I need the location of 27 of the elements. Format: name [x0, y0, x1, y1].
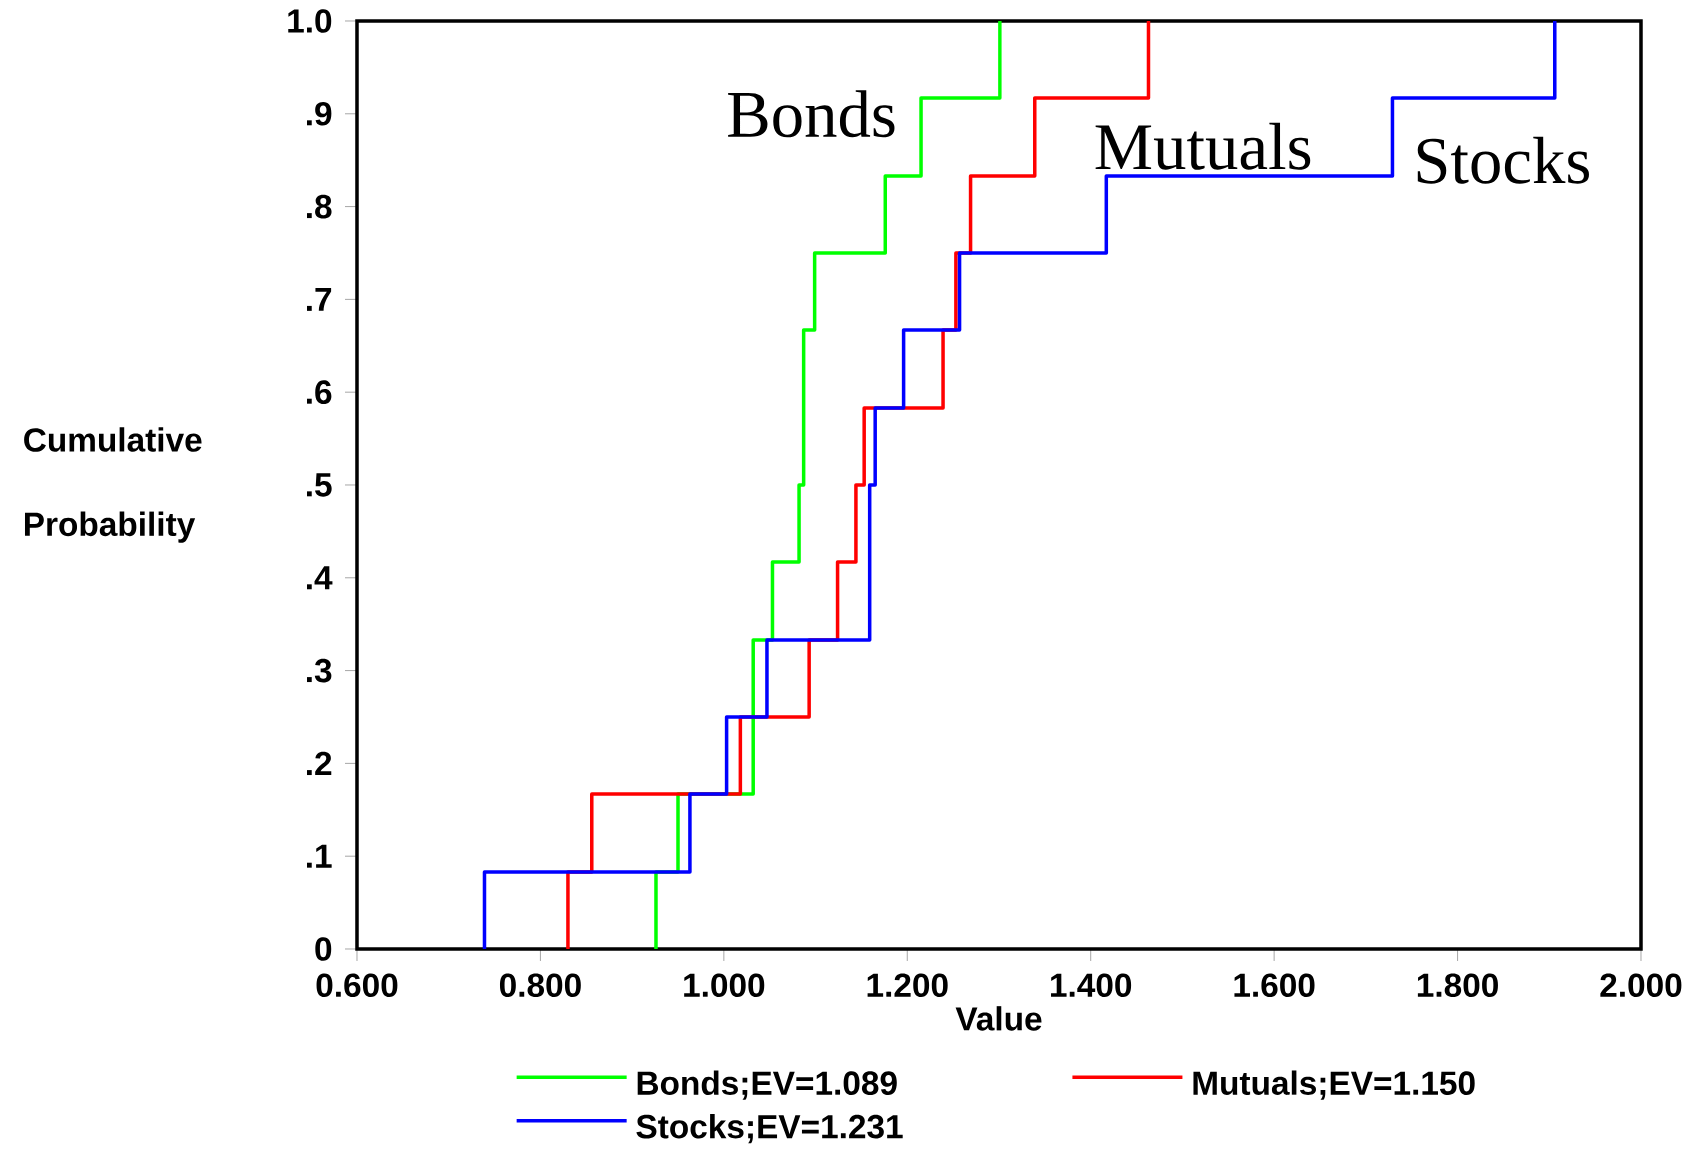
y-tick-label: 1.0: [288, 9, 332, 33]
x-tick-label: 1.200: [867, 973, 948, 998]
y-tick-label: .2: [306, 751, 332, 776]
x-tick-label: 0.600: [316, 973, 398, 998]
x-tick-label: 2.000: [1600, 973, 1682, 998]
legend-label: Mutuals;EV=1.150: [1193, 1070, 1475, 1100]
y-tick-label: 0: [315, 937, 332, 961]
y-tick-label: .8: [306, 194, 332, 219]
x-tick-label: 1.600: [1234, 973, 1315, 998]
x-tick-label: 0.800: [499, 973, 581, 998]
x-tick-label: 1.800: [1417, 973, 1498, 998]
annotation: Bonds: [728, 90, 895, 138]
y-tick-label: .6: [306, 380, 332, 405]
x-tick-label: 1.400: [1051, 973, 1132, 998]
x-tick-label: 1.000: [684, 973, 765, 998]
annotation: Stocks: [1417, 136, 1589, 184]
annotation: Mutuals: [1095, 122, 1311, 170]
legend-label: Stocks;EV=1.231: [636, 1113, 903, 1144]
y-tick-label: .7: [306, 287, 332, 311]
x-axis-title: Value: [955, 1006, 1042, 1031]
text: Cumulative Probability: [24, 427, 202, 543]
y-tick-label: .3: [306, 658, 332, 683]
y-tick-label: .9: [306, 101, 332, 126]
y-tick-label: .4: [306, 566, 333, 590]
y-tick-label: .1: [306, 844, 332, 868]
legend-label: Bonds;EV=1.089: [637, 1070, 897, 1100]
y-tick-label: .5: [306, 473, 332, 497]
